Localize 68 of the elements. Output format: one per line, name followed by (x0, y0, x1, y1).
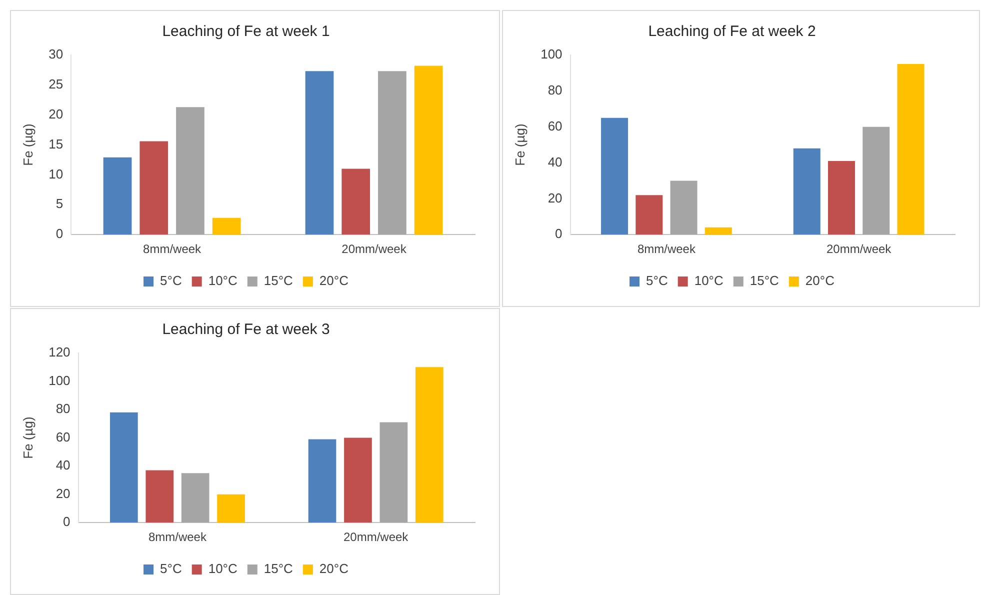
y-tick-label: 10 (48, 166, 64, 182)
bar (305, 71, 334, 235)
legend-label: 5°C (160, 273, 182, 288)
y-tick-label: 80 (548, 82, 562, 98)
bar (110, 412, 138, 523)
bar (344, 438, 372, 523)
bar (181, 473, 210, 523)
x-tick-label: 8mm/week (143, 242, 202, 256)
legend-label: 5°C (160, 561, 182, 576)
y-tick-label: 20 (548, 190, 562, 206)
x-tick-label: 20mm/week (343, 530, 410, 544)
bar (862, 126, 890, 235)
y-tick-label: 60 (56, 429, 70, 444)
bar (828, 160, 856, 235)
legend-label: 15°C (750, 273, 779, 288)
y-tick-label: 40 (548, 154, 562, 170)
y-tick-label: 80 (56, 401, 70, 416)
legend-label: 20°C (319, 561, 348, 576)
y-tick-label: 5 (56, 196, 64, 212)
y-axis-title: Fe (µg) (512, 124, 528, 166)
bar (793, 148, 820, 235)
y-tick-label: 100 (540, 46, 562, 62)
legend-label: 10°C (208, 561, 238, 576)
bar (212, 218, 241, 235)
legend-label: 15°C (264, 561, 293, 576)
chart-title: Leaching of Fe at week 3 (162, 321, 330, 338)
legend-label: 20°C (805, 273, 834, 288)
y-tick-label: 0 (56, 226, 64, 242)
y-tick-label: 15 (48, 136, 64, 152)
bar (636, 195, 663, 235)
bar (217, 494, 245, 523)
y-axis-title: Fe (µg) (20, 124, 36, 166)
bar (897, 64, 924, 235)
bar (378, 71, 406, 235)
x-tick-label: 20mm/week (342, 242, 408, 256)
bar (670, 180, 698, 235)
y-tick-label: 60 (548, 118, 562, 134)
legend-label: 10°C (694, 273, 724, 288)
x-tick-label: 8mm/week (637, 242, 696, 256)
y-tick-label: 20 (56, 486, 70, 501)
bar (308, 439, 336, 523)
bar (601, 118, 628, 235)
y-tick-label: 40 (56, 458, 70, 473)
y-tick-label: 0 (555, 226, 562, 242)
bar (704, 227, 732, 235)
bar (415, 367, 444, 523)
bar (380, 422, 408, 523)
x-tick-label: 20mm/week (826, 242, 892, 256)
y-tick-label: 30 (48, 46, 64, 62)
y-tick-label: 100 (48, 372, 70, 388)
y-tick-label: 20 (48, 106, 64, 122)
legend-label: 5°C (646, 273, 668, 288)
bar (414, 66, 443, 235)
y-tick-label: 0 (63, 514, 70, 530)
bar (176, 107, 204, 235)
legend-label: 10°C (208, 273, 238, 288)
y-axis-title: Fe (µg) (20, 416, 36, 459)
y-tick-label: 120 (48, 344, 70, 360)
chart-title: Leaching of Fe at week 2 (648, 23, 816, 40)
legend-label: 15°C (264, 273, 293, 288)
bar (103, 157, 132, 235)
legend-label: 20°C (319, 273, 348, 288)
bar (146, 470, 174, 523)
x-tick-label: 8mm/week (148, 530, 208, 544)
chart-title: Leaching of Fe at week 1 (162, 23, 330, 40)
bar (342, 168, 370, 235)
y-tick-label: 25 (48, 76, 64, 92)
bar (140, 141, 168, 235)
